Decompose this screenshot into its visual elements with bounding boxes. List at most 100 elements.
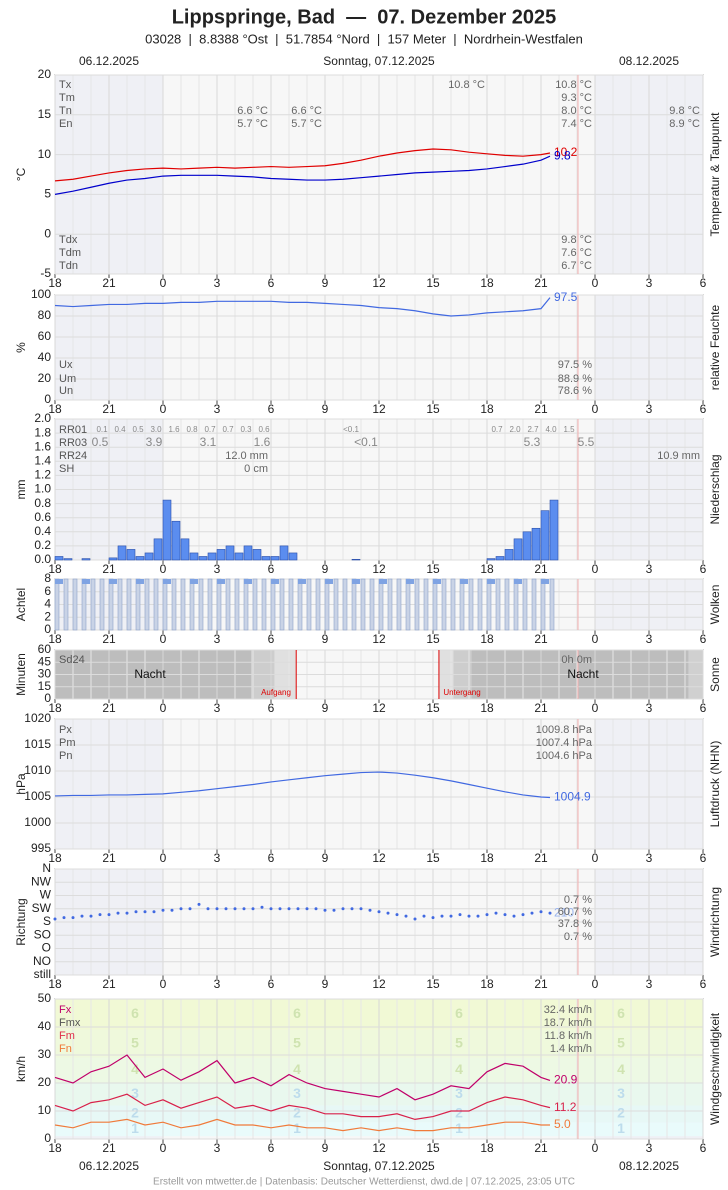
point [107,913,111,917]
bar [531,578,537,631]
bar [72,578,78,631]
bar [288,552,298,561]
x-tick-label: 6 [268,1141,275,1155]
point [251,907,255,911]
x-tick-label: 21 [534,632,548,646]
annotation: 5.3 [524,435,541,449]
bar [540,510,550,561]
x-tick-label: 3 [646,562,653,576]
y-tick-label: 15 [38,679,52,693]
x-tick-label: 9 [322,632,329,646]
x-tick-label: 21 [534,977,548,991]
cloud-cap [541,579,549,584]
bar [81,558,91,561]
bar [522,578,528,631]
point [161,908,165,912]
annotation: 5.7 °C [291,118,322,130]
bar [360,578,366,631]
point [386,911,390,915]
point [152,910,156,914]
bar [171,520,181,561]
x-tick-label: 21 [534,402,548,416]
bar [423,578,429,631]
bar [495,578,501,631]
bar [396,578,402,631]
y-tick-label: 0.6 [34,510,51,524]
bar [351,578,357,631]
annotation: 0 cm [244,463,268,475]
point [233,907,237,911]
annotation: 0.7 [204,425,216,434]
bar [288,578,294,631]
y-tick-label: 15 [38,107,52,121]
annotation: 7.4 °C [561,118,592,130]
point [314,907,318,911]
point [269,907,273,911]
bar [486,558,496,561]
x-tick-label: 21 [534,851,548,865]
bar [252,549,262,561]
point [548,911,552,915]
end-label: 1004.9 [554,790,591,804]
y-tick-label: S [43,914,51,928]
point [521,913,525,917]
point [89,914,93,918]
beaufort-label: 2 [455,1105,463,1121]
bar [171,578,177,631]
y-axis-label: °C [14,167,28,181]
bar [405,578,411,631]
cloud-cap [460,579,468,584]
bar [513,578,519,631]
bar [126,549,136,561]
bar [99,578,105,631]
annotation: 4.0 [545,425,557,434]
point [395,913,399,917]
line [54,148,551,182]
annotation: Ux [59,359,73,371]
y-tick-label: 0 [44,1131,51,1145]
bar [153,538,163,561]
end-label: 9.8 [554,148,571,162]
end-label: 210 [554,905,574,919]
end-label: 10.2 [554,145,578,159]
x-tick-label: 18 [48,562,62,576]
x-tick-label: 15 [426,701,440,715]
x-tick-label: 15 [426,276,440,290]
point [377,910,381,914]
x-tick-label: 6 [700,276,707,290]
bar [378,578,384,631]
x-tick-label: 3 [214,632,221,646]
side-label: Wolken [708,585,722,625]
point [197,902,201,906]
annotation: 0.5 [92,435,109,449]
annotation: 60.7 % [558,906,592,918]
bar [243,545,253,561]
annotation: Tdn [59,260,78,272]
x-tick-label: 12 [372,1141,386,1155]
point [125,911,129,915]
y-tick-label: 4 [44,597,51,611]
annotation: Nacht [567,667,599,681]
annotation: 1007.4 hPa [536,737,593,749]
x-tick-label: 9 [322,977,329,991]
end-label: 97.5 [554,290,578,304]
x-tick-label: 18 [480,851,494,865]
point [512,914,516,918]
x-tick-label: 18 [480,562,494,576]
annotation: Pm [59,737,76,749]
point [359,907,363,911]
cloud-cap [271,579,279,584]
line [54,155,551,195]
annotation: 78.6 % [558,385,592,397]
y-tick-label: 40 [38,350,52,364]
y-tick-label: 0.8 [34,496,51,510]
y-tick-label: 10 [38,147,52,161]
x-tick-label: 3 [646,632,653,646]
annotation: 11.8 km/h [545,1030,593,1042]
annotation: 10.8 °C [448,79,485,91]
annotation: Sd24 [59,654,85,666]
bar [270,556,280,561]
bar [495,556,505,561]
x-tick-label: 0 [592,276,599,290]
annotation: 0h 0m [561,654,592,666]
